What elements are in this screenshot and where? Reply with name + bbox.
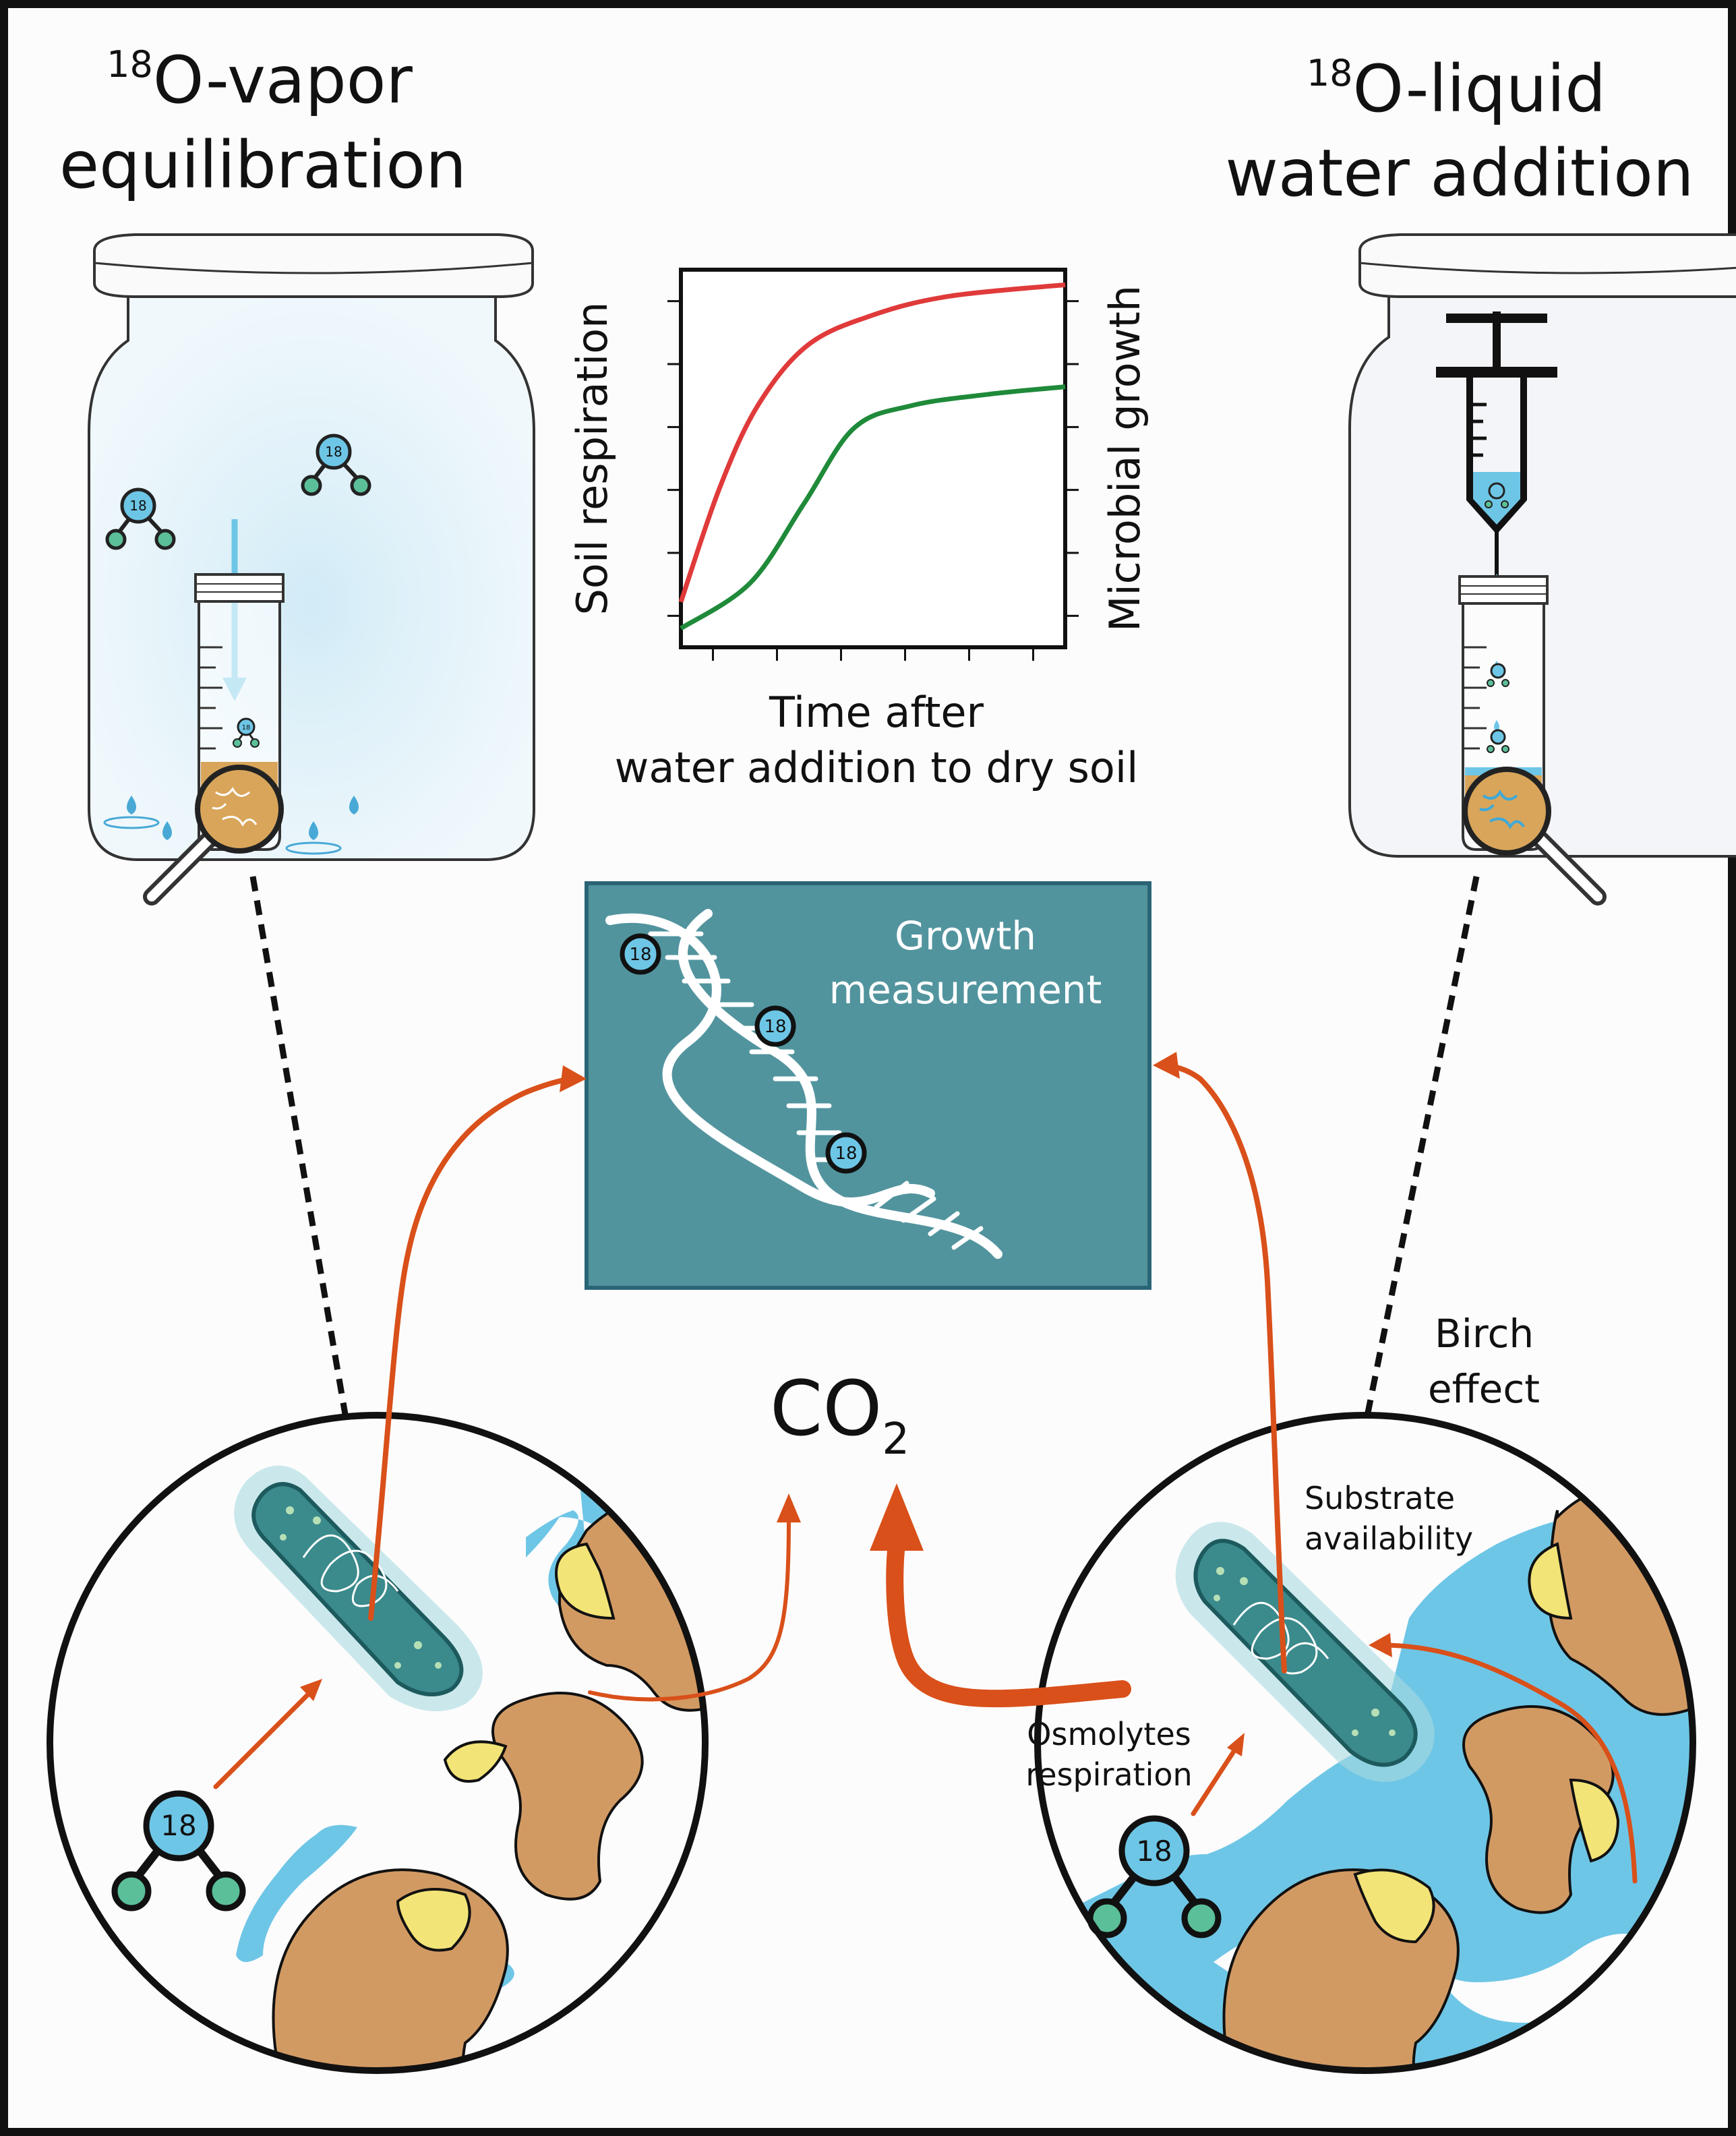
- arrow-left-to-co2: [588, 1515, 791, 1702]
- liquid-bottle: [1348, 233, 1736, 906]
- zoom-circle-right: 18: [1034, 1412, 1696, 2074]
- soil-particle-left-2: [491, 1692, 644, 1901]
- syringe-molecule: [1485, 482, 1509, 508]
- svg-text:18O-liquid: 18O-liquid: [1307, 51, 1606, 127]
- x-axis-label-line2: water addition to dry soil: [615, 743, 1139, 792]
- y-axis-label-right: Microbial growth: [1100, 285, 1149, 632]
- substrate-label-line1: Substrate: [1305, 1480, 1455, 1516]
- soil-particle-right-2: [1462, 1705, 1615, 1914]
- water-molecule-small-2: 18: [301, 434, 371, 496]
- growth-box-line1: Growth: [895, 913, 1036, 959]
- dna-label-1: 18: [620, 933, 661, 975]
- soil-particle-right-2-yellow: [1569, 1778, 1620, 1863]
- dna-label-3: 18: [825, 1132, 867, 1174]
- dashed-connector-left: [249, 876, 351, 1427]
- birch-effect-line1: Birch: [1435, 1311, 1534, 1357]
- water-drops-left: [103, 796, 359, 855]
- arrow-molecule-to-bacterium-right: [1191, 1744, 1240, 1816]
- right-title-superscript: 18: [1307, 52, 1353, 94]
- left-title-line2: equilibration: [59, 127, 467, 203]
- water-molecule-large-left-label: 18: [160, 1809, 196, 1842]
- soil-particle-right-1-yellow: [1528, 1542, 1573, 1620]
- water-film-left-2: [236, 1824, 357, 1962]
- svg-text:18O-vapor: 18O-vapor: [107, 42, 413, 118]
- birch-effect-line2: effect: [1428, 1366, 1540, 1412]
- x-axis-label-line1: Time after: [769, 688, 984, 737]
- left-title-line1: O-vapor: [153, 42, 413, 118]
- zoom-circle-left: 18: [47, 1412, 709, 2074]
- right-title: 18O-liquid water addition: [1225, 51, 1694, 211]
- dna-label-2: 18: [754, 1005, 796, 1047]
- bacterium-left-dna: [302, 1534, 399, 1607]
- water-molecule-tiny-left-label: 18: [242, 724, 251, 732]
- arrow-left-to-growth: [368, 1076, 579, 1621]
- dashed-connector-right: [1362, 876, 1480, 1427]
- magnifier-right: [1462, 767, 1607, 906]
- soil-particle-right-3-yellow: [1353, 1868, 1435, 1944]
- bottle-cap-right: [1358, 233, 1736, 298]
- growth-box-line2: measurement: [829, 967, 1102, 1013]
- orange-arrows: [213, 1052, 1638, 1884]
- arrow-substrate-availability: [1379, 1642, 1638, 1884]
- chart-ticks: [667, 300, 1079, 661]
- soil-particle-left-2-yellow: [443, 1740, 508, 1783]
- series-line-soil-respiration: [678, 282, 1066, 603]
- water-molecule-large-left: 18: [111, 1790, 246, 1911]
- dna-label-2-text: 18: [764, 1017, 786, 1037]
- syringe: [1436, 312, 1557, 587]
- water-molecule-small-1: 18: [105, 487, 176, 550]
- co2-subscript: 2: [882, 1415, 909, 1464]
- arrow-right-to-growth: [1157, 1063, 1287, 1673]
- osmolytes-label-line2: respiration: [1025, 1756, 1192, 1793]
- water-molecule-small-1-label: 18: [129, 498, 146, 514]
- left-title-superscript: 18: [107, 43, 153, 86]
- soil-particle-left-1-yellow: [555, 1542, 616, 1620]
- tube-molecule-2: [1487, 729, 1509, 753]
- co2-main: CO: [770, 1365, 882, 1453]
- right-title-line1: O-liquid: [1353, 51, 1607, 127]
- soil-particle-left-3-yellow: [396, 1888, 471, 1952]
- growth-measurement-box: 18 18 18 Growth measurement: [585, 881, 1151, 1290]
- substrate-label-line2: availability: [1305, 1520, 1473, 1557]
- vapor-bottle: 18 18 18: [88, 233, 535, 906]
- co2-label: CO2: [770, 1365, 909, 1464]
- osmolytes-label-line1: Osmolytes: [1027, 1716, 1191, 1752]
- arrow-osmolytes-to-co2: [886, 1535, 1131, 1708]
- water-molecule-large-right: 18: [1087, 1815, 1222, 1938]
- chart-frame: [679, 268, 1067, 649]
- water-molecule-small-2-label: 18: [325, 444, 342, 460]
- dna-label-3-text: 18: [835, 1144, 857, 1164]
- dna-label-1-text: 18: [629, 945, 651, 965]
- svg-text:CO2: CO2: [770, 1365, 909, 1464]
- right-title-line2: water addition: [1225, 136, 1694, 211]
- tube-molecule-1: [1487, 663, 1509, 687]
- bacterium-left: [234, 1465, 483, 1711]
- chart: Soil respiration Microbial growth Time a…: [568, 268, 1149, 792]
- y-axis-label-left: Soil respiration: [568, 302, 617, 616]
- bacterium-right: [1175, 1522, 1435, 1782]
- bottle-cap: [93, 233, 534, 298]
- magnifier-left: [143, 765, 284, 906]
- water-molecule-large-right-label: 18: [1136, 1835, 1172, 1868]
- left-title: 18O-vapor equilibration: [59, 42, 467, 203]
- series-line-microbial-growth: [680, 384, 1066, 630]
- dna-helix-icon: [605, 909, 1002, 1259]
- arrow-molecule-to-bacterium-left: [213, 1690, 313, 1789]
- water-molecule-tiny-left: 18: [233, 717, 260, 748]
